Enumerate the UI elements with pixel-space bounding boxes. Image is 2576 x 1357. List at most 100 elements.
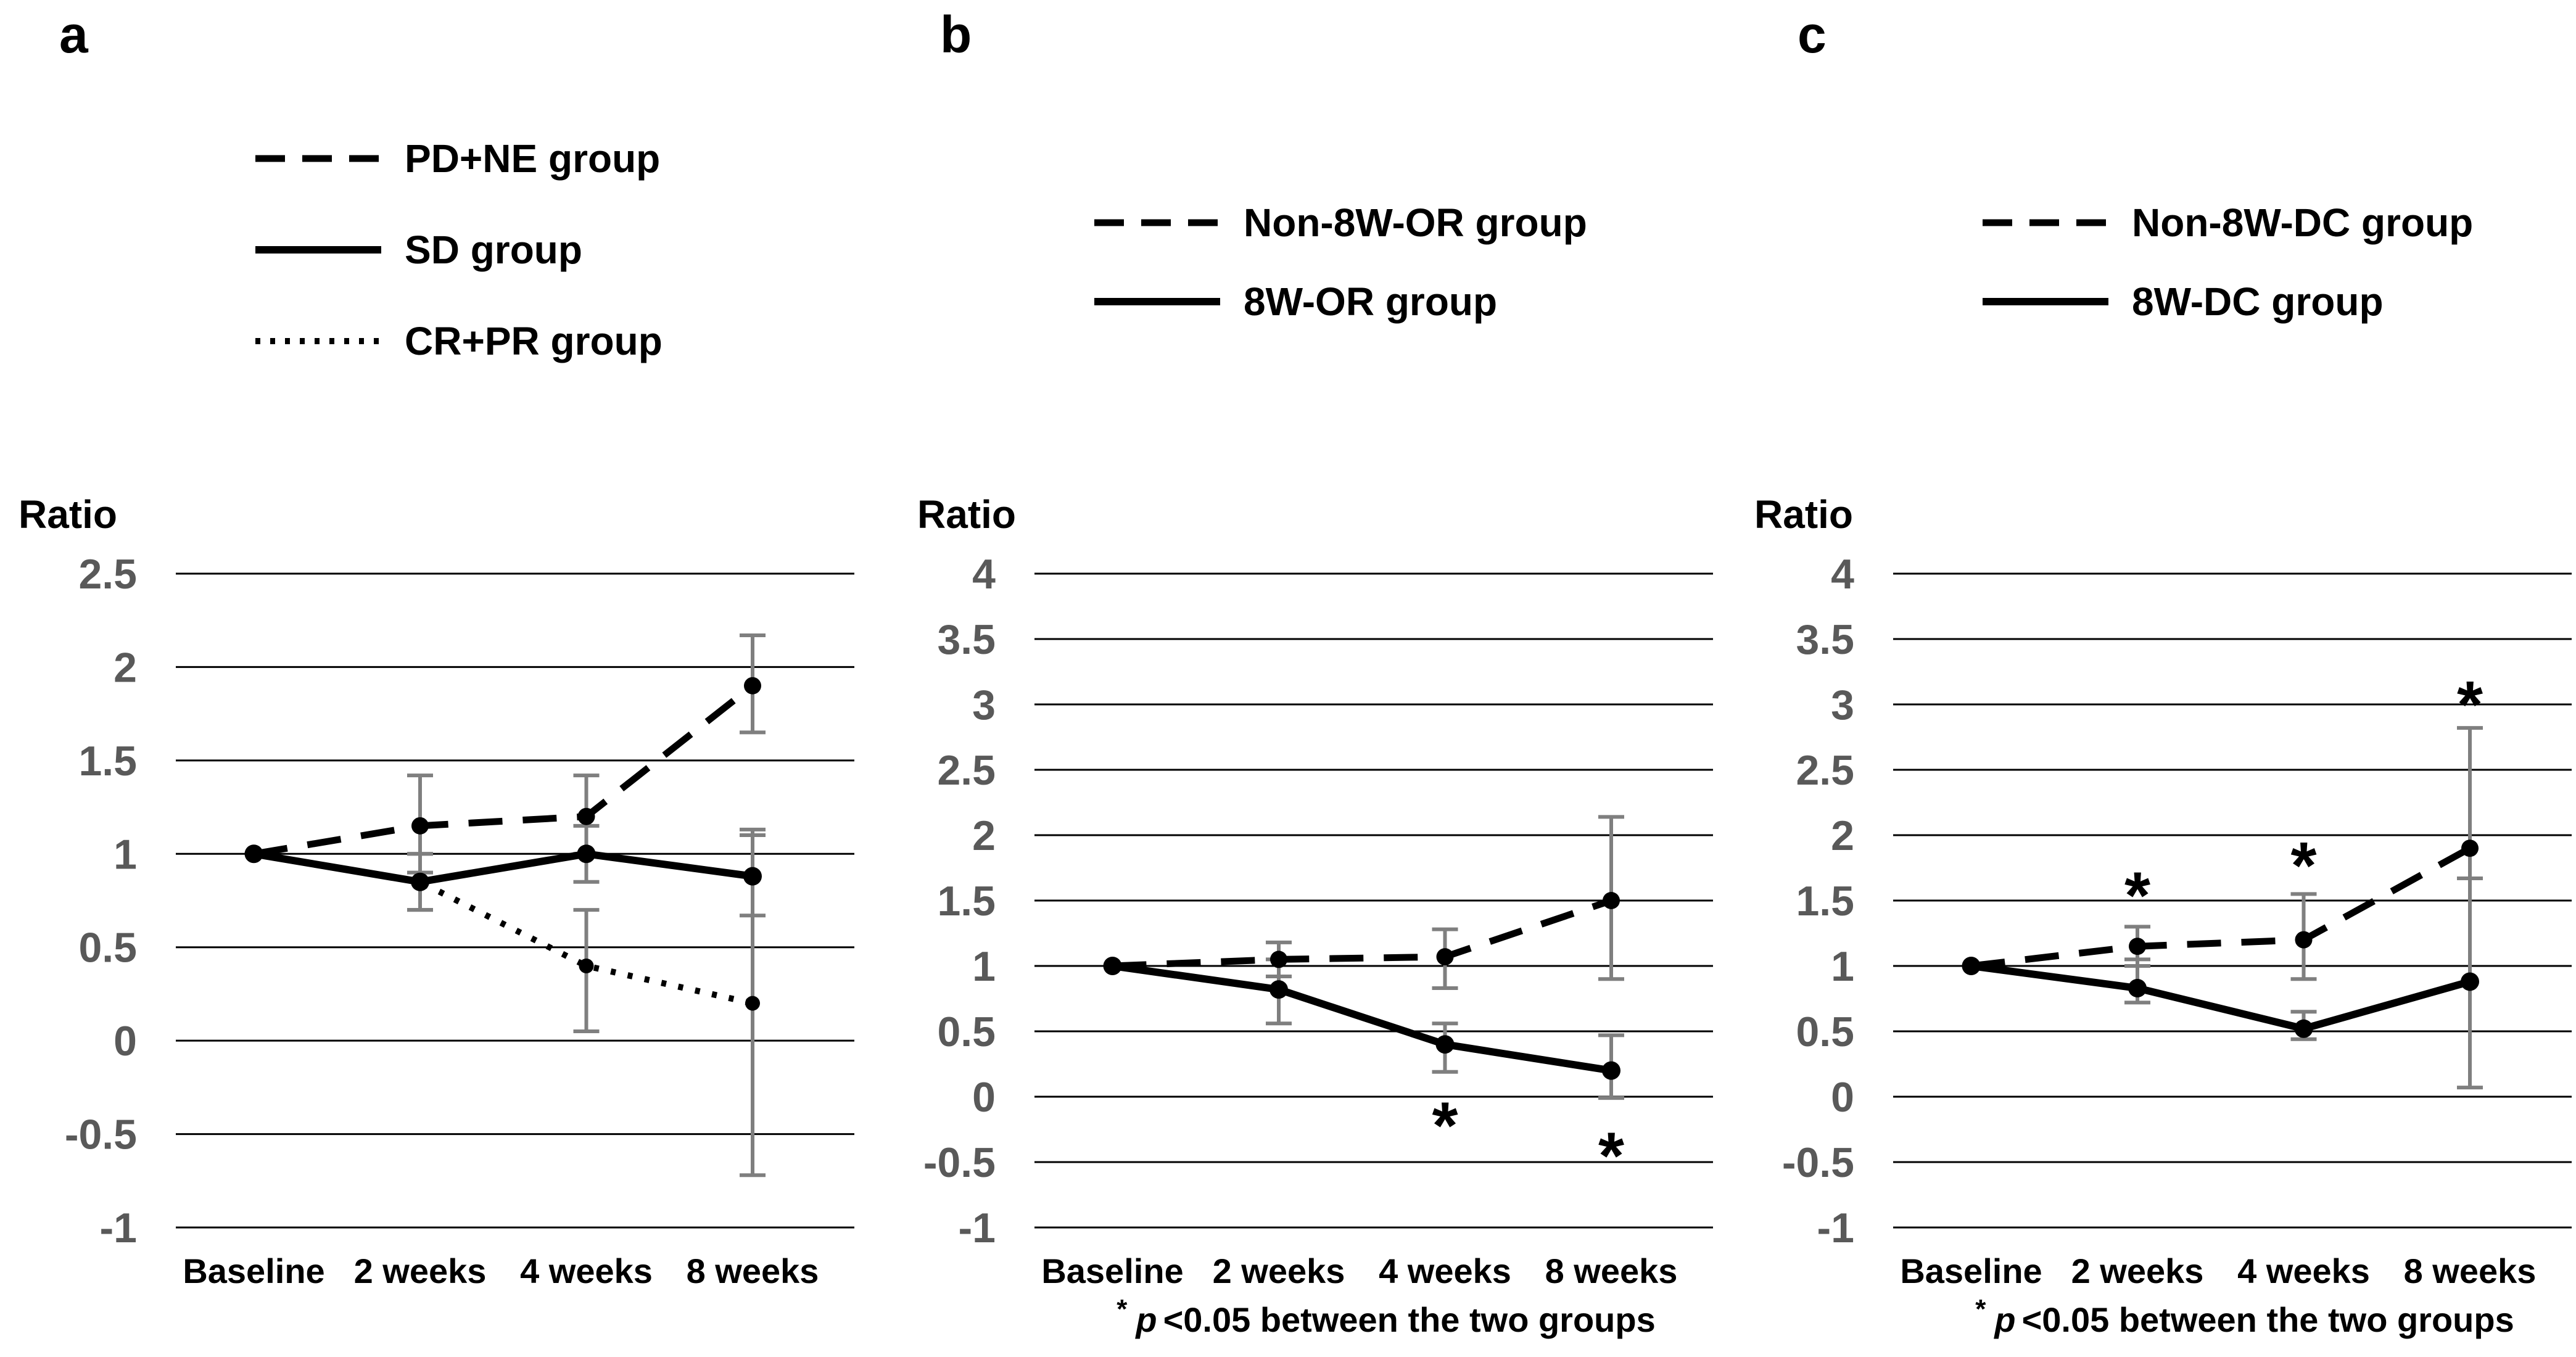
panel-a: a PD+NE group SD group CR+PR group Ratio 2.…: [0, 0, 859, 1357]
series-line-solid: [253, 850, 753, 886]
data-point-marker: [2129, 938, 2146, 955]
footnote-asterisk: *: [1975, 1294, 1986, 1324]
legend-item-label: PD+NE group: [405, 136, 661, 181]
footnote-asterisk: *: [1117, 1294, 1128, 1324]
series-line-dashed: [253, 683, 755, 857]
y-tick-label: 0.5: [937, 1008, 996, 1055]
y-tick-label: 4: [1831, 551, 1854, 598]
series-line-dashed: [1112, 897, 1612, 970]
significance-footnote-b: * p <0.05 between the two groups: [1044, 1294, 1728, 1340]
data-point-marker: [411, 872, 429, 891]
chart-b: Ratio 4 3.5 3 2.5 2 1.5 1 0.5 0 -0.5 -1 * * Baseline 2 …: [859, 481, 1717, 1301]
significance-asterisk: *: [2124, 858, 2150, 933]
footnote-text: <0.05 between the two groups: [1163, 1300, 1656, 1339]
data-point-marker: [1962, 957, 1980, 975]
y-tick-label: -0.5: [923, 1139, 996, 1186]
data-point-marker: [577, 807, 595, 825]
data-point-marker: [2461, 972, 2479, 991]
data-point-marker: [1104, 957, 1121, 975]
legend-swatch-dashed-line: [255, 155, 381, 162]
y-tick-label: 3: [972, 682, 996, 728]
legend-item-dashed: PD+NE group: [253, 136, 663, 181]
data-point-marker: [744, 677, 761, 695]
significance-asterisk: *: [1432, 1088, 1458, 1163]
legend-c: Non-8W-DC group 8W-DC group: [1980, 200, 2474, 324]
line-chart-c: Ratio 4 3.5 3 2.5 2 1.5 1 0.5 0 -0.5 -1 * * * Baseline 2…: [1754, 492, 2572, 1290]
data-point-marker: [411, 817, 429, 835]
legend-item-label: Non-8W-DC group: [2132, 200, 2474, 245]
legend-item-dashed: Non-8W-OR group: [1092, 200, 1587, 245]
y-tick-label: -0.5: [1782, 1139, 1854, 1186]
x-tick-label: 4 weeks: [1379, 1252, 1511, 1290]
y-tick-label: 2: [1831, 812, 1854, 859]
x-tick-label: Baseline: [183, 1252, 324, 1290]
y-tick-label: 1.5: [1796, 878, 1854, 925]
x-tick-label: 2 weeks: [354, 1252, 487, 1290]
data-point-marker: [2128, 979, 2147, 998]
data-point-marker: [743, 867, 762, 886]
series-line-solid: [1112, 962, 1612, 1074]
x-tick-label: 2 weeks: [1213, 1252, 1345, 1290]
legend-item-dotted: CR+PR group: [253, 319, 663, 363]
chart-c: Ratio 4 3.5 3 2.5 2 1.5 1 0.5 0 -0.5 -1 * * * Baseline 2…: [1717, 481, 2576, 1301]
legend-swatch-solid-line: [1983, 298, 2108, 305]
data-point-marker: [245, 845, 263, 863]
legend-item-solid: 8W-OR group: [1092, 279, 1587, 324]
legend-swatch-solid-line: [255, 246, 381, 254]
y-tick-label: 3: [1831, 682, 1854, 728]
x-tick-label: Baseline: [1900, 1252, 2042, 1290]
panel-letter-c: c: [1798, 6, 1827, 64]
y-tick-label: 2.5: [1796, 747, 1854, 794]
x-tick-label: Baseline: [1041, 1252, 1183, 1290]
y-tick-label: 0.5: [1796, 1008, 1854, 1055]
legend-swatch-dashed-line: [1983, 219, 2108, 226]
chart-a: Ratio 2.5 2 1.5 1 0.5 0 -0.5 -1 Baseline 2 weeks 4 …: [0, 481, 859, 1301]
significance-asterisk: *: [1598, 1118, 1624, 1192]
y-tick-label: 2: [114, 644, 137, 691]
data-point-marker: [1269, 980, 1288, 999]
y-tick-label: -1: [959, 1205, 996, 1252]
y-axis-title: Ratio: [19, 492, 117, 537]
legend-item-label: CR+PR group: [405, 319, 663, 363]
x-tick-label: 8 weeks: [2404, 1252, 2537, 1290]
legend-item-label: Non-8W-OR group: [1244, 200, 1587, 245]
data-point-marker: [577, 844, 596, 864]
legend-item-label: 8W-OR group: [1244, 279, 1498, 324]
x-tick-label: 8 weeks: [1545, 1252, 1678, 1290]
panel-c: c Non-8W-DC group 8W-DC group Ratio 4 3.5 3 2…: [1717, 0, 2576, 1357]
y-tick-label: 2.5: [78, 551, 137, 598]
legend-item-label: SD group: [405, 228, 582, 272]
x-tick-label: 4 weeks: [2237, 1252, 2370, 1290]
y-tick-label: -1: [1817, 1205, 1854, 1252]
y-tick-label: 0: [972, 1074, 996, 1121]
series-line-dotted: [253, 851, 754, 1007]
series-line-dashed: [1970, 845, 2472, 970]
y-tick-label: -1: [100, 1205, 137, 1252]
footnote-p-symbol: p: [1994, 1300, 2016, 1339]
data-point-marker: [1602, 1061, 1620, 1080]
legend-item-label: 8W-DC group: [2132, 279, 2384, 324]
y-tick-label: 1.5: [78, 738, 137, 785]
line-chart-a: Ratio 2.5 2 1.5 1 0.5 0 -0.5 -1 Baseline 2 weeks 4 …: [19, 492, 854, 1290]
data-point-marker: [745, 996, 760, 1011]
y-tick-label: 2.5: [937, 747, 996, 794]
y-tick-label: 1: [114, 831, 137, 878]
significance-asterisk: *: [2457, 667, 2483, 741]
panel-letter-b: b: [940, 6, 972, 64]
data-point-marker: [579, 959, 594, 973]
panel-b: b Non-8W-OR group 8W-OR group Ratio 4 3.5 3 2…: [859, 0, 1717, 1357]
legend-item-solid: 8W-DC group: [1980, 279, 2473, 324]
legend-item-dashed: Non-8W-DC group: [1980, 200, 2474, 245]
panel-letter-a: a: [59, 6, 88, 64]
data-point-marker: [2294, 1019, 2313, 1038]
legend-b: Non-8W-OR group 8W-OR group: [1092, 200, 1587, 324]
significance-asterisk: *: [2290, 828, 2316, 902]
y-tick-label: 0.5: [78, 925, 137, 971]
data-point-marker: [2295, 931, 2313, 949]
legend-a: PD+NE group SD group CR+PR group: [253, 136, 663, 363]
y-tick-label: -0.5: [65, 1112, 137, 1158]
data-point-marker: [1435, 1035, 1455, 1054]
legend-swatch-solid-line: [1094, 298, 1220, 305]
series-line-solid: [1970, 962, 2471, 1033]
significance-footnote-c: * p <0.05 between the two groups: [1902, 1294, 2576, 1340]
